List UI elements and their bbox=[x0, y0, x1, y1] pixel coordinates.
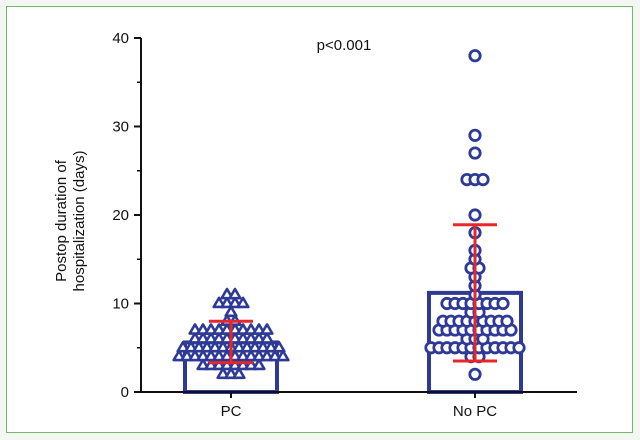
data-point-pc bbox=[232, 367, 246, 380]
data-point-no-pc bbox=[468, 146, 482, 160]
data-point-pc bbox=[236, 296, 250, 309]
y-tick-label-40: 40 bbox=[112, 30, 129, 47]
data-point-no-pc bbox=[512, 341, 526, 355]
data-point-pc bbox=[260, 323, 274, 335]
y-tick-label-0: 0 bbox=[121, 384, 129, 401]
data-point-no-pc bbox=[468, 367, 482, 381]
data-point-pc bbox=[276, 349, 290, 362]
chart: Postop duration of hospitalization (days… bbox=[53, 30, 577, 420]
data-point-no-pc bbox=[500, 314, 514, 328]
x-tick-label-pc: PC bbox=[221, 403, 242, 420]
y-tick-label-10: 10 bbox=[112, 296, 129, 313]
data-point-pc bbox=[272, 340, 286, 353]
y-tick-label-20: 20 bbox=[112, 207, 129, 224]
y-tick-label-30: 30 bbox=[112, 119, 129, 136]
data-point-no-pc bbox=[468, 208, 482, 222]
data-point-no-pc bbox=[476, 173, 490, 187]
points-layer bbox=[172, 49, 526, 381]
data-point-no-pc bbox=[468, 128, 482, 142]
data-point-pc bbox=[252, 358, 266, 371]
x-tick-label-no-pc: No PC bbox=[453, 403, 497, 420]
figure-panel: Postop duration of hospitalization (days… bbox=[6, 6, 633, 433]
axes-layer: PC No PC 0 10 20 30 40 bbox=[112, 30, 577, 420]
y-axis-label: Postop duration of hospitalization (days… bbox=[53, 151, 88, 292]
y-axis-label-line2: hospitalization (days) bbox=[71, 151, 88, 292]
data-point-no-pc bbox=[468, 49, 482, 63]
data-point-pc bbox=[260, 331, 274, 344]
error-bars-layer bbox=[209, 223, 497, 365]
data-point-pc bbox=[224, 305, 238, 318]
data-point-pc bbox=[228, 287, 242, 300]
p-value-annotation: p<0.001 bbox=[317, 37, 372, 54]
data-point-no-pc bbox=[496, 296, 510, 311]
y-axis-label-line1: Postop duration of bbox=[53, 159, 70, 282]
